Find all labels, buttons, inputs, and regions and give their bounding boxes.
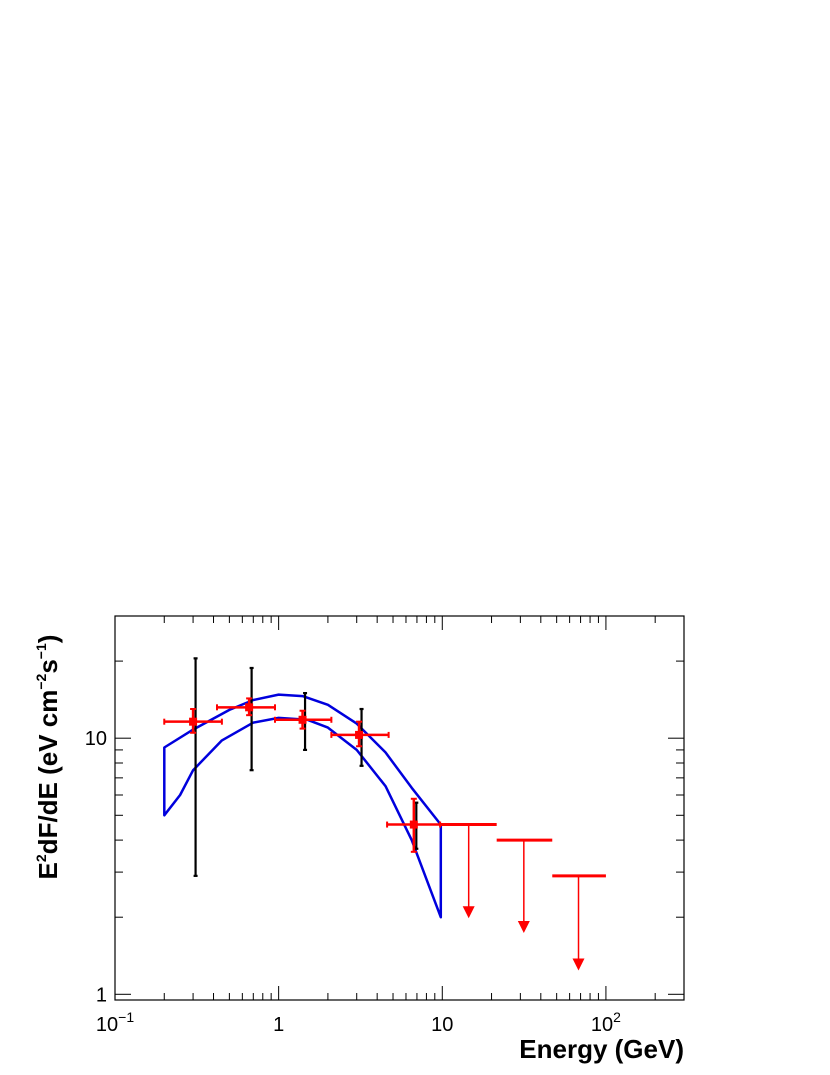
- data-point-4: [355, 730, 364, 739]
- upper-limit-arrow-1: [462, 906, 475, 919]
- y-axis-title-sup1: 2: [33, 854, 49, 862]
- x-tick-label-base: 1: [273, 1014, 284, 1036]
- y-tick-label-2: 10: [85, 728, 107, 750]
- model-band-layer: [163, 693, 443, 919]
- y-axis-title-sup3: −1: [33, 643, 49, 659]
- x-tick-label-2: 1: [273, 1014, 284, 1036]
- y-axis-title: E2dF/dE (eV cm−2s−1): [33, 635, 63, 880]
- x-tick-label-1: 10−1: [96, 1009, 134, 1036]
- x-axis-title: Energy (GeV): [519, 1034, 684, 1064]
- x-tick-label-3: 10: [431, 1014, 453, 1036]
- x-tick-label-exponent: −1: [118, 1009, 134, 1025]
- data-point-2: [245, 703, 254, 712]
- x-tick-label-4: 102: [591, 1009, 621, 1036]
- x-tick-label-base: 10: [431, 1014, 453, 1036]
- upper-limit-arrow-2: [517, 921, 530, 934]
- y-axis-title-mid2: s: [33, 659, 63, 673]
- x-tick-label-base: 10: [96, 1014, 118, 1036]
- upper-limit-layer: [440, 823, 606, 971]
- data-point-5: [409, 820, 418, 829]
- data-point-1: [189, 717, 198, 726]
- upper-limit-arrow-3: [572, 958, 585, 971]
- plot-frame: [114, 615, 685, 1001]
- axis-ticks: [114, 615, 685, 1000]
- data-point-3: [298, 715, 307, 724]
- model-band-outline: [163, 693, 443, 919]
- y-axis-title-base: E: [33, 862, 63, 879]
- y-axis-title-mid1: dF/dE (eV cm: [33, 690, 63, 855]
- x-tick-label-exponent: 2: [613, 1009, 621, 1025]
- x-tick-label-base: 10: [591, 1014, 613, 1036]
- y-axis-title-sup2: −2: [33, 673, 49, 689]
- y-tick-label-1: 1: [96, 984, 107, 1006]
- y-axis-title-end: ): [33, 635, 63, 644]
- data-point-layer: [163, 697, 442, 853]
